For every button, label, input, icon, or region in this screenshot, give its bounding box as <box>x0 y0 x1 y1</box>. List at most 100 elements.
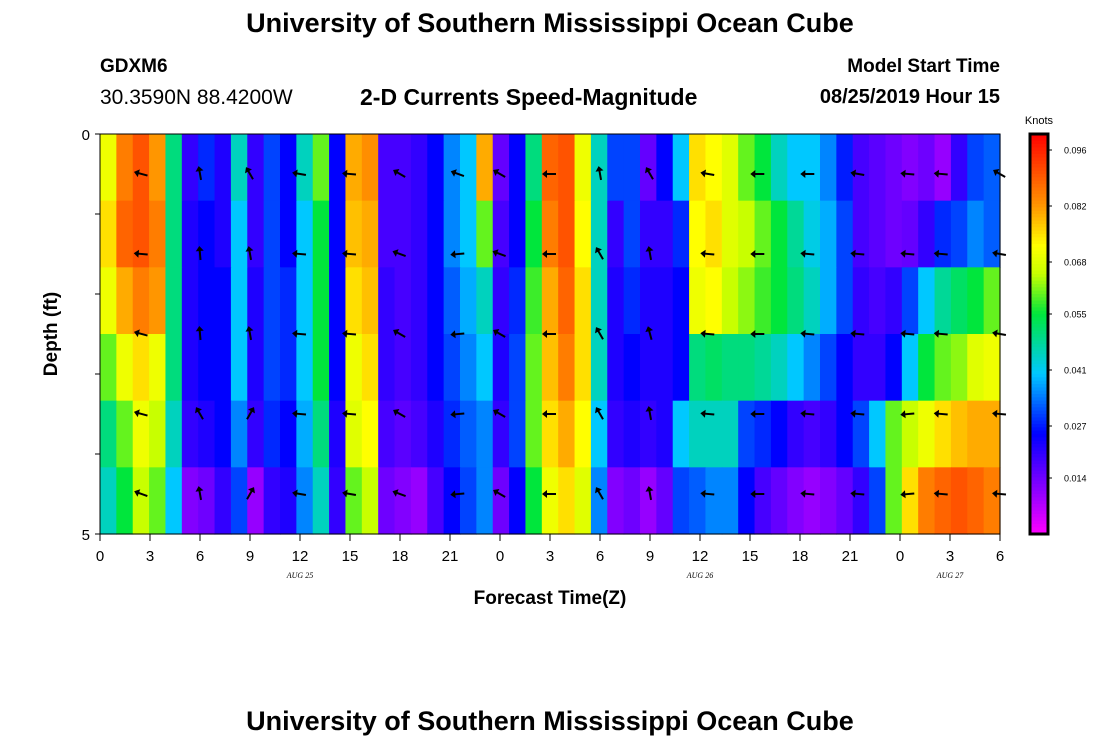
station-id: GDXM6 <box>100 56 168 77</box>
heatmap-cell <box>443 334 461 402</box>
current-vector <box>850 329 865 338</box>
colorbar-segment <box>1030 374 1048 378</box>
heatmap-cell <box>230 467 248 535</box>
heatmap-cell <box>329 400 347 468</box>
heatmap-cell <box>803 467 821 535</box>
station-coordinates: 30.3590N 88.4200W <box>100 86 293 109</box>
heatmap-cell <box>558 400 576 468</box>
colorbar-segment <box>1030 267 1048 272</box>
heatmap-cell <box>263 334 281 402</box>
heatmap-cell <box>460 267 477 335</box>
current-vector <box>645 326 654 341</box>
colorbar-tick-label: 0.055 <box>1064 310 1087 320</box>
heatmap-cell <box>934 467 952 535</box>
colorbar-segment <box>1030 240 1048 245</box>
heatmap-cell <box>427 334 445 402</box>
heatmap-cell <box>230 400 248 468</box>
heatmap-cell <box>607 334 625 402</box>
heatmap-cell <box>983 134 1001 202</box>
current-vector <box>493 409 506 418</box>
current-vector <box>645 167 654 180</box>
heatmap-cell <box>116 400 134 468</box>
heatmap-cell <box>689 134 707 202</box>
heatmap-cell <box>885 267 903 335</box>
heatmap-cell <box>934 400 952 468</box>
heatmap-cell <box>738 400 756 468</box>
current-vector <box>800 329 815 338</box>
current-vector <box>900 249 915 258</box>
heatmap-cell <box>852 267 870 335</box>
heatmap-cell <box>492 467 510 535</box>
heatmap-cell <box>492 267 510 335</box>
x-tick-label: 21 <box>842 548 859 565</box>
heatmap-cell <box>770 267 788 335</box>
heatmap-cell <box>132 334 150 402</box>
heatmap-cell <box>312 467 330 535</box>
heatmap-cell <box>738 134 756 202</box>
colorbar-segment <box>1030 410 1048 415</box>
heatmap-cell <box>230 267 248 335</box>
colorbar-segment <box>1030 207 1048 212</box>
heatmap-cell <box>492 400 510 468</box>
colorbar-segment <box>1030 187 1048 192</box>
heatmap-cell <box>345 334 363 402</box>
heatmap-cell <box>918 467 936 535</box>
colorbar-segment <box>1030 260 1048 265</box>
current-vector <box>542 490 556 498</box>
current-vector <box>542 330 556 338</box>
heatmap-cell <box>689 400 707 468</box>
current-vector <box>542 410 556 418</box>
heatmap-cell <box>950 134 968 202</box>
colorbar-segment <box>1030 300 1048 305</box>
heatmap-cell <box>754 267 772 335</box>
colorbar-segment <box>1030 217 1048 222</box>
heatmap-cell <box>623 334 641 402</box>
heatmap-cell <box>803 334 821 402</box>
current-vector <box>393 409 406 418</box>
current-vector <box>292 489 307 498</box>
heatmap-cell <box>263 267 281 335</box>
heatmap-cell <box>492 200 510 268</box>
heatmap-cell <box>950 267 968 335</box>
colorbar-segment <box>1030 227 1048 232</box>
model-start-label: Model Start Time <box>847 56 1000 77</box>
colorbar-segment <box>1030 257 1048 262</box>
current-vector <box>134 489 148 497</box>
colorbar-segment <box>1030 144 1048 148</box>
colorbar-segment <box>1030 447 1048 452</box>
y-axis-label: Depth (ft) <box>41 292 62 376</box>
colorbar-segment <box>1030 147 1048 152</box>
colorbar-segment <box>1030 190 1048 195</box>
heatmap-cell <box>214 267 232 335</box>
heatmap-cell <box>100 400 117 468</box>
heatmap-cell <box>263 200 281 268</box>
heatmap-cell <box>574 334 592 402</box>
colorbar-segment <box>1030 244 1048 248</box>
heatmap-cell <box>361 134 379 202</box>
heatmap-cell <box>934 334 952 402</box>
current-vector <box>133 169 148 178</box>
heatmap-cell <box>705 200 723 268</box>
heatmap-cell <box>852 200 870 268</box>
heatmap-cell <box>214 334 232 402</box>
heatmap-cell <box>885 334 903 402</box>
colorbar-segment <box>1030 460 1048 465</box>
current-vector <box>750 330 765 338</box>
heatmap-cell <box>590 400 608 468</box>
heatmap-cell <box>541 267 559 335</box>
heatmap-cell <box>967 400 985 468</box>
current-vector <box>700 169 715 178</box>
colorbar-segment <box>1030 400 1048 405</box>
colorbar-segment <box>1030 414 1048 418</box>
heatmap-cell <box>378 134 396 202</box>
heatmap-cell <box>541 200 559 268</box>
current-vector <box>700 409 715 418</box>
heatmap-cell <box>869 334 887 402</box>
current-vector <box>933 169 948 178</box>
colorbar-segment <box>1030 440 1048 445</box>
heatmap-cell <box>901 134 919 202</box>
heatmap-cell <box>394 400 412 468</box>
heatmap-cell <box>198 400 216 468</box>
colorbar-segment <box>1030 320 1048 325</box>
colorbar-segment <box>1030 370 1048 375</box>
